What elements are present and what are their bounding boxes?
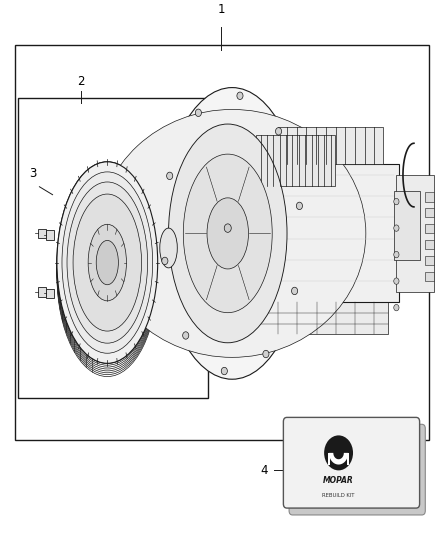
Ellipse shape bbox=[73, 194, 141, 331]
Circle shape bbox=[183, 332, 189, 339]
Ellipse shape bbox=[57, 175, 158, 377]
Circle shape bbox=[292, 287, 298, 295]
Circle shape bbox=[394, 225, 399, 231]
Circle shape bbox=[324, 435, 353, 471]
Ellipse shape bbox=[57, 167, 158, 369]
Circle shape bbox=[221, 367, 227, 375]
Circle shape bbox=[394, 278, 399, 284]
FancyBboxPatch shape bbox=[46, 288, 54, 298]
Polygon shape bbox=[261, 302, 388, 334]
Bar bbox=[394, 191, 420, 260]
Circle shape bbox=[276, 127, 282, 135]
Ellipse shape bbox=[57, 164, 158, 365]
Ellipse shape bbox=[207, 198, 248, 269]
Ellipse shape bbox=[57, 169, 158, 371]
Ellipse shape bbox=[88, 224, 127, 301]
Circle shape bbox=[394, 198, 399, 205]
Ellipse shape bbox=[57, 162, 158, 364]
Text: 2: 2 bbox=[77, 75, 85, 87]
Bar bbox=[425, 272, 434, 281]
Bar bbox=[18, 98, 208, 398]
Bar bbox=[328, 453, 330, 465]
Ellipse shape bbox=[184, 154, 272, 313]
Text: 4: 4 bbox=[261, 464, 268, 477]
FancyBboxPatch shape bbox=[38, 229, 46, 238]
Bar bbox=[396, 175, 434, 292]
Ellipse shape bbox=[160, 87, 304, 379]
Bar bbox=[425, 256, 434, 265]
Ellipse shape bbox=[57, 162, 158, 364]
Circle shape bbox=[224, 224, 231, 232]
Circle shape bbox=[394, 252, 399, 258]
Text: REBUILD KIT: REBUILD KIT bbox=[322, 493, 355, 498]
Bar bbox=[425, 192, 434, 201]
Bar bbox=[425, 240, 434, 249]
Ellipse shape bbox=[62, 172, 152, 353]
Circle shape bbox=[195, 109, 201, 117]
FancyBboxPatch shape bbox=[283, 417, 420, 508]
Ellipse shape bbox=[57, 166, 158, 367]
Circle shape bbox=[297, 202, 303, 209]
Ellipse shape bbox=[99, 109, 366, 357]
Ellipse shape bbox=[57, 171, 158, 373]
Ellipse shape bbox=[160, 228, 177, 268]
Circle shape bbox=[162, 257, 168, 265]
Ellipse shape bbox=[96, 240, 118, 285]
Circle shape bbox=[237, 92, 243, 100]
Bar bbox=[425, 224, 434, 233]
Bar bbox=[15, 45, 429, 440]
Circle shape bbox=[263, 350, 269, 358]
Bar bbox=[256, 135, 335, 185]
FancyBboxPatch shape bbox=[289, 424, 425, 515]
Polygon shape bbox=[329, 453, 348, 465]
Circle shape bbox=[166, 172, 173, 180]
Text: 1: 1 bbox=[217, 3, 225, 16]
FancyBboxPatch shape bbox=[46, 230, 54, 240]
Text: 3: 3 bbox=[29, 167, 36, 180]
Ellipse shape bbox=[67, 182, 148, 343]
Ellipse shape bbox=[169, 124, 287, 343]
Bar bbox=[425, 208, 434, 217]
Bar bbox=[278, 127, 383, 165]
Text: MOPAR: MOPAR bbox=[323, 477, 354, 486]
FancyBboxPatch shape bbox=[38, 287, 46, 296]
Polygon shape bbox=[261, 165, 399, 302]
Ellipse shape bbox=[57, 173, 158, 375]
Bar bbox=[347, 453, 350, 465]
Circle shape bbox=[394, 304, 399, 311]
